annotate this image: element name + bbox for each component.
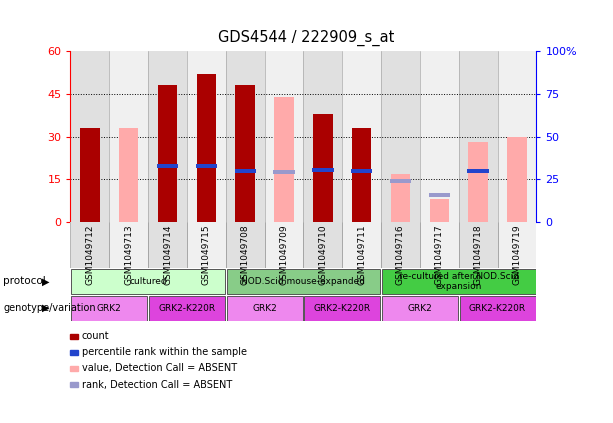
Text: protocol: protocol <box>3 277 46 286</box>
Bar <box>158 85 177 222</box>
FancyBboxPatch shape <box>149 296 225 321</box>
FancyBboxPatch shape <box>227 296 303 321</box>
Text: value, Detection Call = ABSENT: value, Detection Call = ABSENT <box>82 363 237 374</box>
Bar <box>187 51 226 222</box>
Text: GSM1049718: GSM1049718 <box>474 225 482 285</box>
Text: GRK2-K220R: GRK2-K220R <box>158 304 216 313</box>
FancyBboxPatch shape <box>382 296 458 321</box>
Text: genotype/variation: genotype/variation <box>3 303 96 313</box>
Text: GSM1049711: GSM1049711 <box>357 225 366 285</box>
Text: ▶: ▶ <box>42 277 49 286</box>
Bar <box>148 222 187 268</box>
Bar <box>196 164 217 168</box>
Text: count: count <box>82 331 109 341</box>
FancyBboxPatch shape <box>71 296 147 321</box>
FancyBboxPatch shape <box>460 296 536 321</box>
Text: GRK2: GRK2 <box>97 304 122 313</box>
Bar <box>381 222 420 268</box>
Bar <box>313 114 333 222</box>
Bar <box>226 51 265 222</box>
Bar <box>312 168 333 172</box>
Bar <box>342 51 381 222</box>
Text: GSM1049716: GSM1049716 <box>396 225 405 285</box>
Bar <box>468 142 488 222</box>
Bar <box>430 200 449 222</box>
Text: GSM1049717: GSM1049717 <box>435 225 444 285</box>
FancyBboxPatch shape <box>382 269 536 294</box>
Bar <box>303 222 342 268</box>
Bar <box>428 193 450 197</box>
Bar <box>187 222 226 268</box>
Text: NOD.Scid mouse-expanded: NOD.Scid mouse-expanded <box>242 277 365 286</box>
Bar <box>498 51 536 222</box>
Bar <box>342 222 381 268</box>
Text: re-cultured after NOD.Scid
expansion: re-cultured after NOD.Scid expansion <box>398 272 519 291</box>
Bar <box>157 164 178 168</box>
Text: GSM1049708: GSM1049708 <box>241 225 249 285</box>
FancyBboxPatch shape <box>71 269 225 294</box>
Bar <box>275 96 294 222</box>
Bar <box>148 51 187 222</box>
FancyBboxPatch shape <box>304 296 380 321</box>
Bar <box>197 74 216 222</box>
Bar <box>235 169 256 173</box>
Bar <box>265 222 303 268</box>
Text: GSM1049713: GSM1049713 <box>124 225 133 285</box>
Text: ▶: ▶ <box>42 303 49 313</box>
Bar <box>459 222 498 268</box>
Text: GSM1049709: GSM1049709 <box>280 225 289 285</box>
Bar <box>498 222 536 268</box>
Text: rank, Detection Call = ABSENT: rank, Detection Call = ABSENT <box>82 379 232 390</box>
Bar <box>273 170 295 174</box>
Bar <box>303 51 342 222</box>
Bar <box>80 128 99 222</box>
Text: GRK2: GRK2 <box>408 304 432 313</box>
Text: GSM1049715: GSM1049715 <box>202 225 211 285</box>
Text: GSM1049712: GSM1049712 <box>85 225 94 285</box>
Text: GDS4544 / 222909_s_at: GDS4544 / 222909_s_at <box>218 30 395 46</box>
Text: GRK2-K220R: GRK2-K220R <box>314 304 371 313</box>
Bar <box>507 137 527 222</box>
Text: GSM1049719: GSM1049719 <box>512 225 522 285</box>
Bar <box>226 222 265 268</box>
Text: GRK2-K220R: GRK2-K220R <box>469 304 526 313</box>
Bar <box>70 222 109 268</box>
Bar <box>352 128 371 222</box>
Bar <box>265 51 303 222</box>
Text: GRK2: GRK2 <box>252 304 277 313</box>
Bar <box>468 169 489 173</box>
Bar <box>109 222 148 268</box>
Bar <box>119 128 139 222</box>
Text: GSM1049710: GSM1049710 <box>318 225 327 285</box>
Bar <box>420 51 459 222</box>
Text: GSM1049714: GSM1049714 <box>163 225 172 285</box>
Bar <box>70 51 109 222</box>
Bar <box>459 51 498 222</box>
Bar <box>391 174 410 222</box>
Bar <box>235 85 255 222</box>
Text: percentile rank within the sample: percentile rank within the sample <box>82 347 246 357</box>
Bar <box>351 169 372 173</box>
Bar <box>109 51 148 222</box>
FancyBboxPatch shape <box>227 269 380 294</box>
Bar <box>390 179 411 183</box>
Text: cultured: cultured <box>129 277 167 286</box>
Bar <box>381 51 420 222</box>
Bar <box>420 222 459 268</box>
